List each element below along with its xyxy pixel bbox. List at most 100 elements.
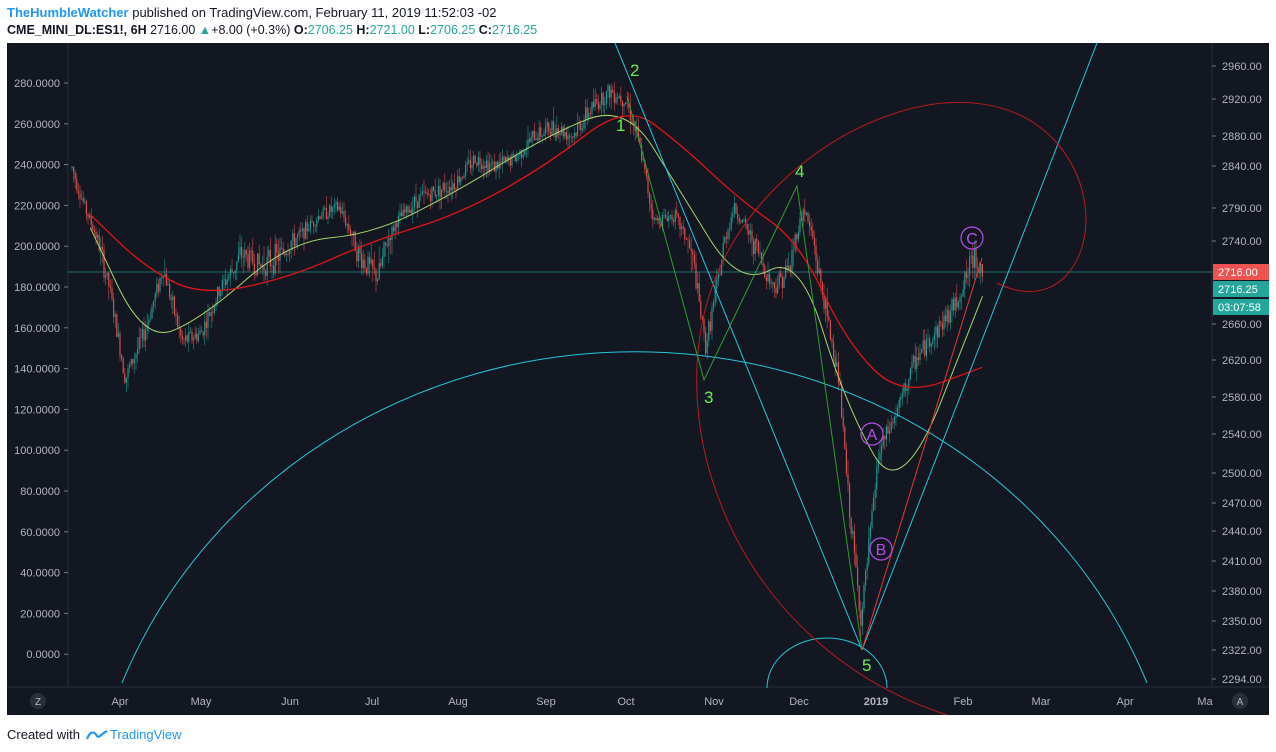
- candle: [477, 151, 479, 173]
- candle: [932, 337, 934, 347]
- wave-label-1[interactable]: 1: [616, 116, 625, 135]
- candle: [682, 219, 684, 234]
- candle: [380, 259, 382, 269]
- candle: [85, 199, 87, 221]
- candle: [871, 503, 873, 530]
- wave-circle-c[interactable]: C: [960, 226, 984, 250]
- candle: [455, 187, 457, 199]
- candle: [114, 311, 116, 328]
- candle: [173, 295, 175, 318]
- candle: [850, 516, 852, 540]
- candle: [268, 245, 270, 261]
- candle: [269, 237, 271, 273]
- candle: [185, 328, 187, 348]
- wave-circle-b[interactable]: B: [869, 537, 893, 561]
- low-value: 2706.25: [430, 23, 476, 37]
- candle: [385, 241, 387, 257]
- tradingview-brand[interactable]: TradingView: [109, 727, 182, 742]
- candle: [938, 315, 940, 339]
- elliott-wave-path[interactable]: [626, 95, 863, 651]
- candle: [548, 121, 550, 137]
- candle: [711, 302, 713, 340]
- candle: [345, 210, 347, 229]
- candle: [685, 237, 687, 240]
- right-axis-panel[interactable]: [1212, 43, 1269, 715]
- candle: [463, 172, 465, 179]
- candle: [876, 457, 878, 498]
- candle: [372, 258, 374, 282]
- candle: [732, 207, 734, 223]
- left-axis-label: 100.0000: [14, 445, 60, 457]
- candle: [509, 154, 511, 173]
- left-axis-label: 140.0000: [14, 364, 60, 376]
- candle: [527, 125, 529, 157]
- right-axis-label: 2322.00: [1222, 645, 1262, 657]
- fib-trend-line-down[interactable]: [614, 43, 863, 651]
- candle: [713, 299, 715, 313]
- candle: [826, 287, 828, 329]
- price-tag-label: 03:07:58: [1218, 302, 1261, 314]
- candle: [89, 211, 91, 220]
- candle: [101, 235, 103, 263]
- candle: [738, 214, 740, 225]
- wave-circle-a[interactable]: A: [860, 422, 884, 446]
- candle: [845, 442, 847, 478]
- autoscale-corner-button[interactable]: [1232, 693, 1248, 709]
- zoom-corner-button[interactable]: [30, 693, 46, 709]
- candle: [546, 118, 548, 135]
- candle: [361, 241, 363, 275]
- candle: [933, 326, 935, 351]
- right-axis-label: 2440.00: [1222, 526, 1262, 538]
- candle: [188, 323, 190, 353]
- candle: [857, 555, 859, 592]
- left-axis-label: 180.0000: [14, 282, 60, 294]
- candle: [189, 326, 191, 334]
- candle: [605, 90, 607, 110]
- candle: [209, 306, 211, 317]
- candle: [469, 149, 471, 174]
- candle: [81, 189, 83, 201]
- red-trend-line[interactable]: [861, 257, 983, 651]
- candle: [652, 200, 654, 228]
- candle: [573, 126, 575, 145]
- left-axis-panel[interactable]: [7, 43, 68, 715]
- candle: [797, 225, 799, 243]
- autoscale-corner-button-label: A: [1237, 697, 1244, 708]
- time-axis-label: Nov: [704, 696, 724, 708]
- candle: [503, 154, 505, 162]
- wave-label-5[interactable]: 5: [862, 656, 871, 675]
- candle: [665, 208, 667, 219]
- candle: [709, 311, 711, 335]
- wave-label-3[interactable]: 3: [704, 388, 713, 407]
- candle: [772, 281, 774, 293]
- candle: [458, 167, 460, 185]
- candle: [428, 188, 430, 197]
- author-link[interactable]: TheHumbleWatcher: [7, 5, 129, 20]
- candle: [249, 242, 251, 271]
- candle: [601, 86, 603, 115]
- published-text: published on TradingView.com, February 1…: [132, 5, 497, 20]
- candle: [325, 196, 327, 220]
- wave-label-4[interactable]: 4: [795, 162, 804, 181]
- right-axis-label: 2470.00: [1222, 498, 1262, 510]
- wave-label-2[interactable]: 2: [630, 61, 639, 80]
- price-change: +8.00 (+0.3%): [211, 23, 291, 37]
- candle: [746, 223, 748, 235]
- candle: [447, 181, 449, 203]
- price-chart[interactable]: 280.0000260.0000240.0000220.0000200.0000…: [7, 43, 1269, 715]
- candle: [565, 127, 567, 145]
- candle: [749, 222, 751, 244]
- candle: [729, 222, 731, 240]
- candle: [889, 421, 891, 443]
- fib-arc-large[interactable]: [121, 351, 1148, 684]
- fib-arc-small[interactable]: [766, 637, 888, 689]
- candle: [276, 237, 278, 266]
- candle: [511, 152, 513, 169]
- red-ellipse-drawing[interactable]: [696, 101, 1087, 715]
- candle: [765, 274, 767, 290]
- ma-fast-line[interactable]: [89, 114, 983, 471]
- ma-slow-line[interactable]: [89, 115, 983, 389]
- last-price: 2716.00: [150, 23, 196, 37]
- candle: [943, 310, 945, 337]
- candle: [324, 205, 326, 211]
